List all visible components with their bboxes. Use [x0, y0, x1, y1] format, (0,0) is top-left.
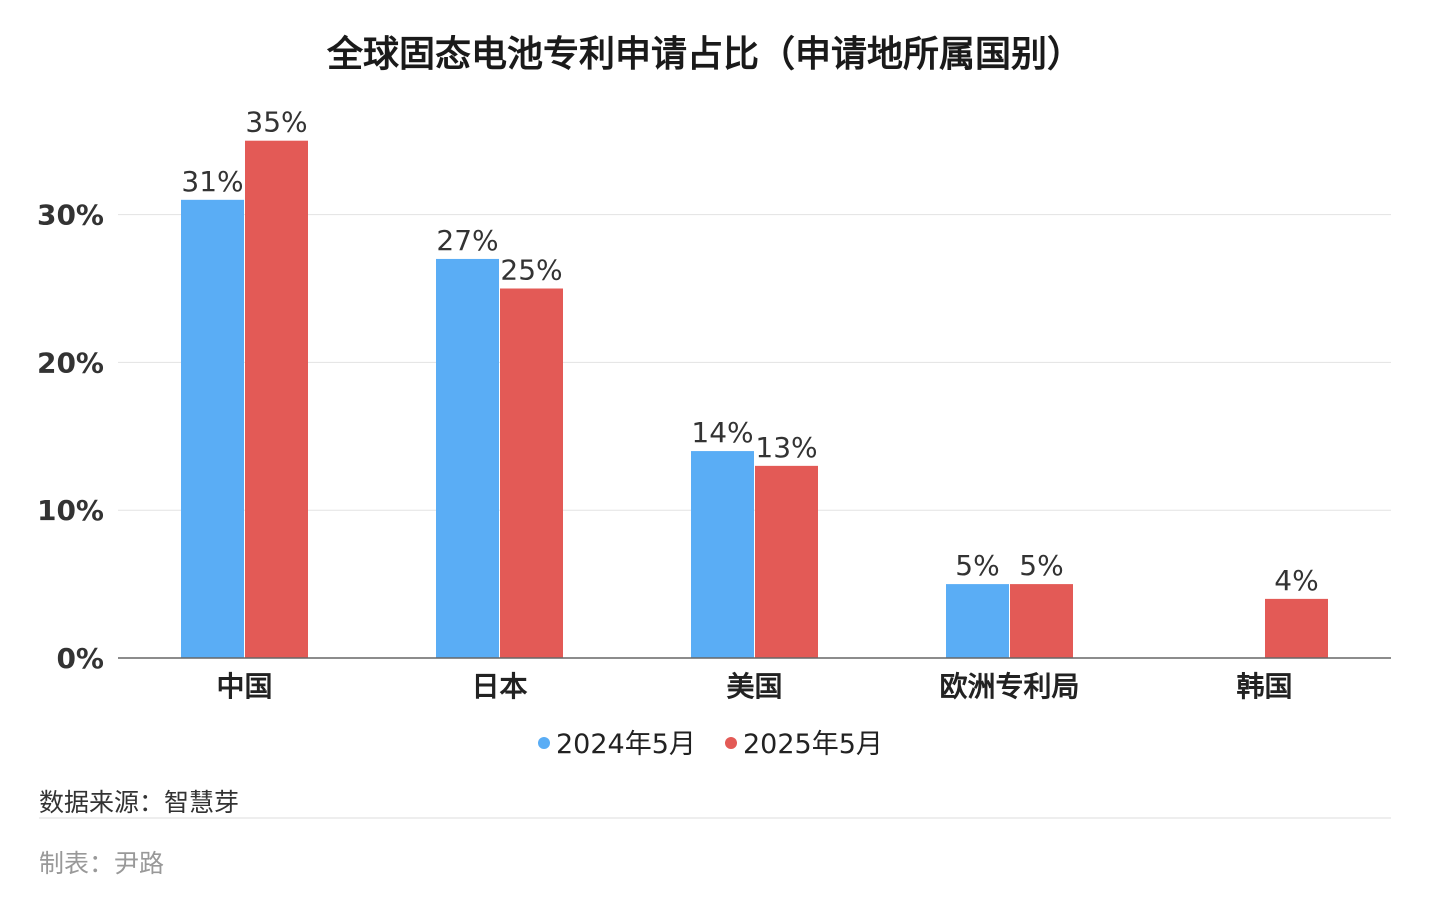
chart-title: 全球固态电池专利申请占比（申请地所属国别） — [326, 33, 1083, 75]
bar-1 — [181, 199, 244, 658]
data-label: 14% — [691, 416, 753, 449]
gridlines — [118, 214, 1391, 511]
legend-label: 2024年5月 — [556, 729, 696, 760]
data-label: 35% — [245, 106, 307, 139]
legend-item: 2024年5月 — [538, 729, 696, 760]
y-tick-label: 30% — [37, 199, 104, 232]
bar-2 — [755, 465, 818, 658]
source-note: 数据来源：智慧芽 — [39, 788, 239, 817]
maker-note: 制表：尹路 — [39, 849, 164, 878]
y-tick-label: 20% — [37, 346, 104, 379]
y-tick-label: 0% — [56, 642, 104, 675]
legend-item: 2025年5月 — [725, 729, 883, 760]
x-tick-label: 韩国 — [1236, 670, 1292, 703]
data-labels: 31%35% 27%25% 14% 13% 5% 5% 4% — [181, 106, 1318, 597]
data-label: 4% — [1274, 564, 1318, 597]
legend-label: 2025年5月 — [743, 729, 883, 760]
data-label: 27% — [436, 224, 498, 257]
y-axis-ticks: 0% 10% 20% 30% — [37, 199, 104, 675]
data-label: 31% — [181, 165, 243, 198]
data-label: 25% — [500, 254, 562, 287]
bar-1 — [946, 584, 1009, 658]
x-tick-label: 欧洲专利局 — [939, 670, 1079, 703]
x-tick-label: 中国 — [216, 670, 272, 703]
data-label: 13% — [755, 431, 817, 464]
legend-marker — [538, 737, 550, 749]
bars — [181, 140, 1328, 658]
bar-2 — [500, 288, 563, 658]
bar-2 — [245, 140, 308, 658]
bar-2 — [1265, 598, 1328, 658]
bar-2 — [1010, 584, 1073, 658]
data-label: 5% — [955, 549, 999, 582]
y-tick-label: 10% — [37, 494, 104, 527]
bar-1 — [436, 258, 499, 658]
legend-marker — [725, 737, 737, 749]
bar-1 — [691, 451, 754, 658]
x-tick-label: 美国 — [726, 670, 782, 703]
x-axis-ticks: 中国 日本 美国 欧洲专利局 韩国 — [216, 670, 1292, 703]
x-tick-label: 日本 — [471, 670, 527, 703]
data-label: 5% — [1019, 549, 1063, 582]
legend: 2024年5月 2025年5月 — [538, 729, 883, 760]
